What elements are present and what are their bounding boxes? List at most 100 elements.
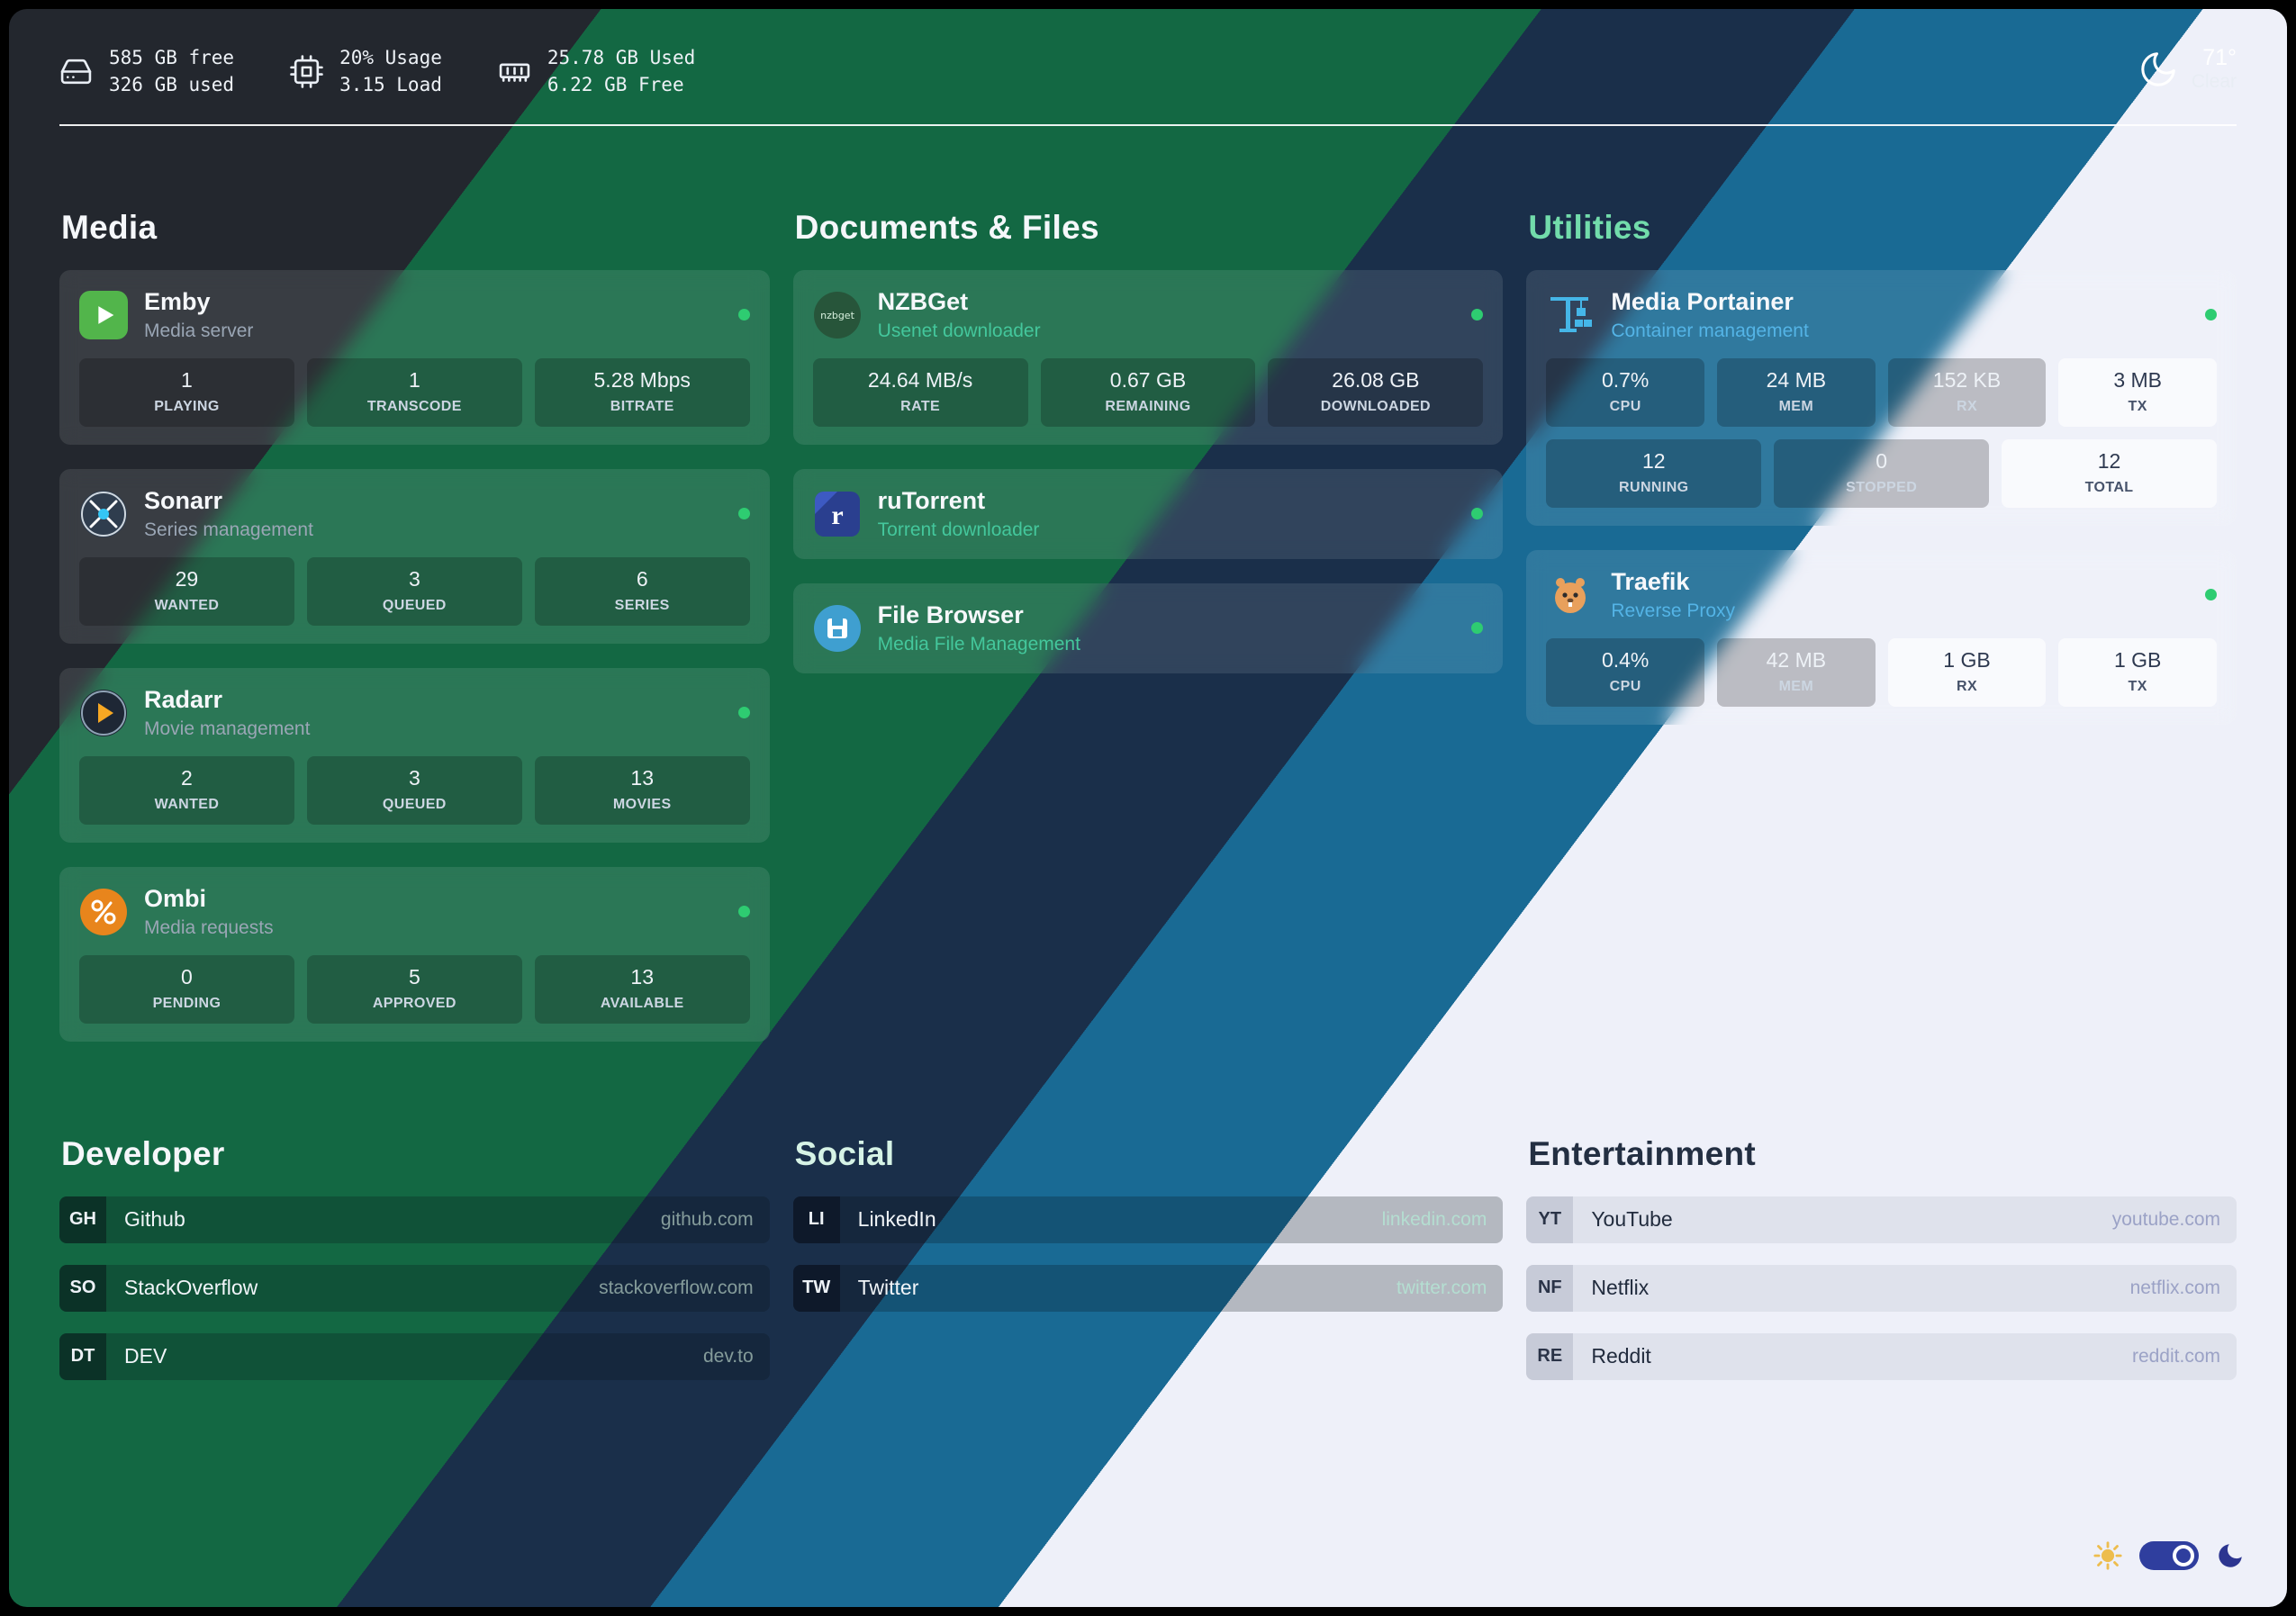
bookmark-name: StackOverflow bbox=[124, 1276, 258, 1300]
stat-label: CPU bbox=[1609, 398, 1641, 414]
stat-cell: 29 WANTED bbox=[79, 556, 294, 626]
stat-cell: 5 APPROVED bbox=[306, 954, 522, 1024]
emby-icon bbox=[79, 290, 128, 339]
stat-label: SERIES bbox=[614, 597, 670, 613]
app-description: Media File Management bbox=[877, 633, 1080, 655]
stat-label: TX bbox=[2128, 678, 2147, 694]
stat-label: QUEUED bbox=[382, 597, 447, 613]
bookmark-row[interactable]: YT YouTube youtube.com bbox=[1526, 1196, 2237, 1243]
bookmark-url: dev.to bbox=[703, 1345, 754, 1367]
app-name: Emby bbox=[144, 287, 211, 315]
service-card-sonarr[interactable]: Sonarr Series management 29 WANTED 3 QUEUED… bbox=[59, 468, 770, 644]
service-card-radarr[interactable]: Radarr Movie management 2 WANTED 3 QUEUED 13… bbox=[59, 667, 770, 843]
section-title-utilities: Utilities bbox=[1528, 208, 1651, 246]
app-description: Series management bbox=[144, 519, 313, 540]
stat-cell: 3 MB TX bbox=[2058, 357, 2218, 427]
service-card-emby[interactable]: Emby Media server 1 PLAYING 1 TRANSCODE 5.28… bbox=[59, 269, 770, 445]
theme-controls bbox=[2093, 1540, 2246, 1571]
stat-cell: 0 PENDING bbox=[79, 954, 294, 1024]
stat-cell: 12 RUNNING bbox=[1546, 438, 1762, 508]
bookmark-row[interactable]: TW Twitter twitter.com bbox=[792, 1264, 1504, 1312]
bookmark-url: netflix.com bbox=[2129, 1277, 2220, 1298]
app-name: Radarr bbox=[144, 685, 223, 713]
stat-label: MEM bbox=[1778, 678, 1814, 694]
stat-label: WANTED bbox=[154, 597, 220, 613]
bookmark-abbr-badge: SO bbox=[59, 1264, 106, 1312]
theme-toggle-switch[interactable] bbox=[2139, 1541, 2199, 1570]
topbar-divider bbox=[59, 123, 2237, 126]
memory-free-text: 6.22 GB Free bbox=[547, 73, 684, 95]
bookmark-row[interactable]: NF Netflix netflix.com bbox=[1526, 1264, 2237, 1312]
bookmark-row[interactable]: LI LinkedIn linkedin.com bbox=[792, 1196, 1504, 1243]
stat-label: TOTAL bbox=[2084, 479, 2134, 495]
section-developer: Developer GH Github github.com SO StackO… bbox=[59, 1135, 770, 1402]
stat-value: 152 KB bbox=[1932, 367, 2002, 392]
bookmark-row[interactable]: RE Reddit reddit.com bbox=[1526, 1332, 2237, 1380]
stat-value: 0 bbox=[1876, 448, 1888, 473]
stat-value: 5.28 Mbps bbox=[593, 367, 691, 392]
stat-cell: 0.4% CPU bbox=[1546, 637, 1704, 707]
app-name: Traefik bbox=[1611, 567, 1690, 595]
disk-widget: 585 GB free 326 GB used bbox=[59, 45, 234, 99]
section-title-media: Media bbox=[61, 208, 158, 246]
filebrowser-icon bbox=[813, 604, 862, 653]
stat-label: RATE bbox=[900, 398, 941, 414]
stat-label: TX bbox=[2128, 398, 2147, 414]
bookmark-abbr-badge: DT bbox=[59, 1332, 106, 1380]
section-documents-files: Documents & Files nzbget NZBGet Usenet d… bbox=[792, 209, 1504, 673]
memory-widget: 25.78 GB Used 6.22 GB Free bbox=[498, 45, 695, 99]
app-name: ruTorrent bbox=[877, 486, 986, 514]
stat-cell: 0 STOPPED bbox=[1774, 438, 1990, 508]
bookmark-url: linkedin.com bbox=[1381, 1208, 1487, 1230]
service-card-portainer[interactable]: Media Portainer Container management 0.7… bbox=[1526, 269, 2237, 526]
theme-toggle-knob bbox=[2173, 1545, 2194, 1566]
bookmark-url: twitter.com bbox=[1396, 1277, 1487, 1298]
hard-drive-icon bbox=[59, 55, 93, 88]
app-name: Media Portainer bbox=[1611, 287, 1794, 315]
app-description: Usenet downloader bbox=[877, 320, 1041, 341]
dashboard-page: 585 GB free 326 GB used 20% Usage 3.15 L… bbox=[9, 9, 2287, 1607]
bookmark-row[interactable]: SO StackOverflow stackoverflow.com bbox=[59, 1264, 770, 1312]
svg-text:r: r bbox=[831, 501, 843, 530]
topbar: 585 GB free 326 GB used 20% Usage 3.15 L… bbox=[59, 9, 2237, 124]
stat-value: 1 GB bbox=[1943, 647, 1991, 672]
service-card-ombi[interactable]: Ombi Media requests 0 PENDING 5 APPROVED 13 A… bbox=[59, 866, 770, 1042]
section-title-developer: Developer bbox=[61, 1134, 225, 1172]
bookmark-abbr-badge: RE bbox=[1526, 1332, 1574, 1380]
bookmark-abbr-badge: LI bbox=[792, 1196, 840, 1243]
bookmark-url: reddit.com bbox=[2131, 1345, 2220, 1367]
stat-value: 24 MB bbox=[1766, 367, 1827, 392]
section-entertainment: Entertainment YT YouTube youtube.com NF … bbox=[1526, 1135, 2237, 1402]
stat-value: 3 bbox=[408, 566, 420, 591]
stat-value: 1 bbox=[181, 367, 193, 392]
bookmark-row[interactable]: DT DEV dev.to bbox=[59, 1332, 770, 1380]
stat-label: TRANSCODE bbox=[366, 398, 462, 414]
stat-value: 5 bbox=[408, 964, 420, 989]
status-dot bbox=[737, 508, 750, 520]
resource-widgets: 585 GB free 326 GB used 20% Usage 3.15 L… bbox=[59, 45, 751, 99]
bookmark-name: DEV bbox=[124, 1344, 167, 1368]
portainer-icon bbox=[1546, 291, 1595, 339]
service-card-rutorrent[interactable]: r ruTorrent Torrent downloader bbox=[792, 468, 1504, 559]
stat-cell: 152 KB RX bbox=[1887, 357, 2047, 427]
stat-cell: 26.08 GB DOWNLOADED bbox=[1268, 357, 1484, 427]
stat-cell: 3 QUEUED bbox=[306, 556, 522, 626]
service-card-traefik[interactable]: Traefik Reverse Proxy 0.4% CPU 42 MB MEM 1 G… bbox=[1526, 549, 2237, 725]
service-card-filebrowser[interactable]: File Browser Media File Management bbox=[792, 582, 1504, 673]
stat-cell: 1 TRANSCODE bbox=[306, 357, 522, 427]
bookmark-row[interactable]: GH Github github.com bbox=[59, 1196, 770, 1243]
sonarr-icon bbox=[79, 490, 128, 538]
stat-cell: 24.64 MB/s RATE bbox=[812, 357, 1028, 427]
radarr-icon bbox=[79, 689, 128, 737]
ombi-icon bbox=[79, 888, 128, 936]
sun-icon[interactable] bbox=[2093, 1540, 2123, 1571]
status-dot bbox=[2205, 589, 2217, 601]
cpu-icon bbox=[290, 55, 323, 89]
status-dot bbox=[737, 707, 750, 719]
cpu-usage-text: 20% Usage bbox=[339, 47, 442, 68]
service-card-nzbget[interactable]: nzbget NZBGet Usenet downloader 24.64 MB… bbox=[792, 269, 1504, 445]
moon-dark-icon[interactable] bbox=[2215, 1540, 2246, 1571]
status-dot bbox=[1471, 622, 1484, 635]
cpu-load-text: 3.15 Load bbox=[339, 73, 442, 95]
